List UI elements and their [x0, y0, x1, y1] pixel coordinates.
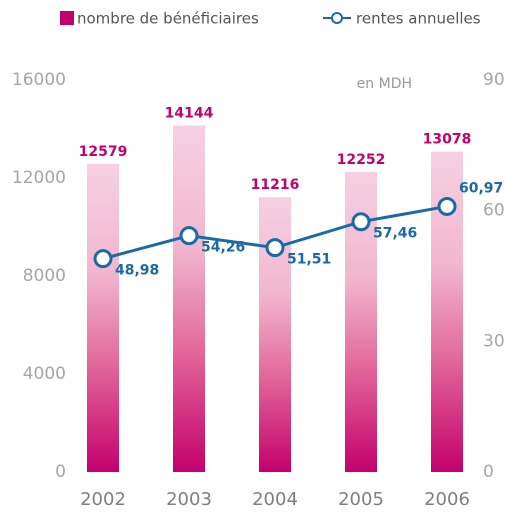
bar-value-label: 12579 — [79, 144, 128, 160]
y2-tick-label: 0 — [483, 462, 494, 482]
line-value-label: 48,98 — [115, 263, 159, 279]
y-tick-label: 16000 — [12, 70, 66, 90]
y-tick-label: 4000 — [23, 364, 66, 384]
y-tick-label: 0 — [55, 462, 66, 482]
line-value-label: 54,26 — [201, 240, 245, 256]
y-tick-label: 12000 — [12, 168, 66, 188]
bar — [173, 125, 205, 473]
bar-value-label: 11216 — [251, 177, 300, 193]
line-marker — [265, 238, 285, 258]
y2-tick-label: 60 — [483, 201, 505, 221]
line-value-label: 51,51 — [287, 252, 331, 268]
x-tick-label: 2004 — [252, 489, 298, 510]
line-value-label: 60,97 — [459, 180, 503, 196]
x-tick-label: 2005 — [338, 489, 384, 510]
line-marker — [437, 196, 457, 216]
axis-unit: en MDH — [357, 76, 412, 92]
x-tick-label: 2003 — [166, 489, 212, 510]
legend-label: rentes annuelles — [356, 10, 481, 28]
y2-tick-label: 30 — [483, 331, 505, 351]
line-marker — [351, 212, 371, 232]
y2-tick-label: 90 — [483, 70, 505, 90]
bar-value-label: 13078 — [423, 132, 472, 148]
bar-value-label: 14144 — [165, 105, 214, 121]
y-tick-label: 8000 — [23, 266, 66, 286]
bar-value-label: 12252 — [337, 152, 386, 168]
line-value-label: 57,46 — [373, 226, 417, 242]
line-marker — [93, 249, 113, 269]
legend-swatch — [60, 11, 74, 25]
legend-label: nombre de bénéficiaires — [77, 10, 259, 28]
legend-marker — [331, 12, 343, 24]
line-marker — [179, 226, 199, 246]
x-tick-label: 2002 — [80, 489, 126, 510]
bar — [87, 163, 119, 472]
x-tick-label: 2006 — [424, 489, 470, 510]
